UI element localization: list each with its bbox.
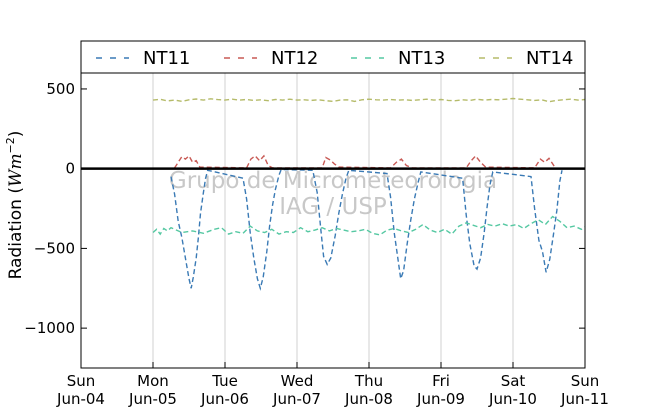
x-tick-day: Thu: [354, 372, 383, 390]
legend-label-nt11: NT11: [143, 48, 190, 69]
legend-label-nt12: NT12: [271, 48, 318, 69]
series-line-nt12: [174, 154, 556, 169]
watermark: Grupo de Micrometeorologia IAG / USP: [169, 168, 497, 220]
x-tick-date: Jun-08: [344, 390, 393, 408]
x-tick-date: Jun-05: [128, 390, 177, 408]
x-tick-day: Sun: [571, 372, 600, 390]
y-axis-label-exponent: −2: [4, 137, 17, 153]
x-tick-day: Sun: [67, 372, 96, 390]
y-axis-label-prefix: Radiation (: [6, 187, 26, 279]
y-axis-label-suffix: ): [6, 131, 26, 138]
series-line-nt11: [170, 168, 563, 291]
y-axis-label-unit: Wm: [6, 153, 26, 187]
legend-label-nt14: NT14: [526, 48, 573, 69]
legend-label-nt13: NT13: [398, 48, 445, 69]
x-tick-day: Mon: [137, 372, 169, 390]
series-layer: [152, 97, 585, 291]
watermark-line-1: Grupo de Micrometeorologia: [169, 168, 497, 194]
grid: [152, 73, 514, 368]
x-axis: SunJun-04MonJun-05TueJun-06WedJun-07ThuJ…: [56, 362, 609, 408]
legend-box: [80, 40, 586, 74]
watermark-line-2: IAG / USP: [279, 194, 387, 220]
x-tick-date: Jun-11: [560, 390, 609, 408]
series-line-nt13: [152, 215, 585, 236]
x-tick-day: Sat: [501, 372, 526, 390]
legend: NT11 NT12 NT13 NT14: [80, 40, 586, 74]
series-line-nt14: [152, 97, 585, 103]
y-axis-label: Radiation (Wm−2): [4, 131, 26, 280]
x-tick-date: Jun-09: [416, 390, 465, 408]
x-tick-day: Tue: [211, 372, 238, 390]
x-tick-date: Jun-07: [272, 390, 321, 408]
x-tick-date: Jun-04: [56, 390, 105, 408]
y-axis: 500 0 −500 −1000: [24, 80, 585, 337]
y-tick-label: 500: [46, 80, 75, 98]
plot-frame: [80, 72, 586, 369]
x-tick-date: Jun-06: [200, 390, 249, 408]
y-tick-label: −1000: [24, 319, 75, 337]
y-tick-label: 0: [65, 160, 75, 178]
plot-area: [81, 73, 585, 368]
y-tick-label: −500: [34, 239, 75, 257]
x-tick-day: Fri: [432, 372, 450, 390]
x-tick-date: Jun-10: [488, 390, 537, 408]
x-tick-day: Wed: [281, 372, 314, 390]
